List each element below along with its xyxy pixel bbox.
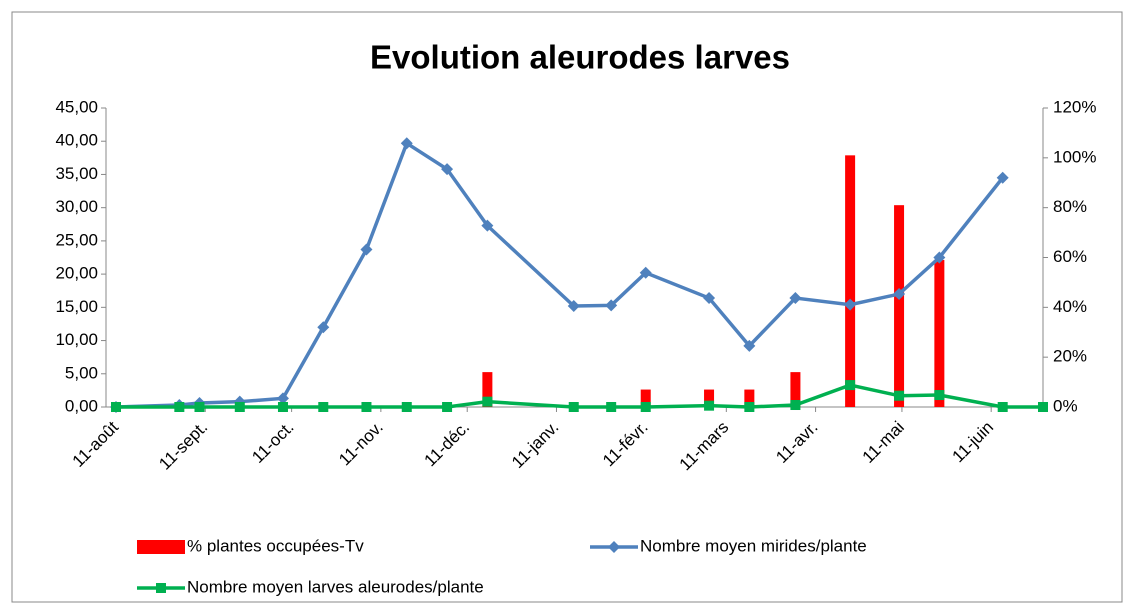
y2-tick-label: 120% [1053,97,1096,116]
point [743,339,756,352]
legend-label: Nombre moyen larves aleurodes/plante [187,577,484,596]
y-tick-label: 45,00 [55,97,98,116]
point [744,402,755,412]
y2-tick-label: 40% [1053,297,1087,316]
bar [845,155,856,407]
line [115,140,1005,409]
y2-tick-label: 20% [1053,347,1087,366]
y-tick-label: 30,00 [55,197,98,216]
y-tick-label: 10,00 [55,330,98,349]
point [1038,402,1048,412]
point [318,402,329,412]
point [111,402,121,412]
point [360,243,373,256]
chart-border [11,11,1123,603]
point [481,219,494,232]
point [194,402,205,412]
point [997,402,1008,412]
point [234,402,245,412]
bar [744,389,755,407]
y-tick-label: 15,00 [55,297,98,316]
point [276,392,289,405]
point [174,402,185,412]
point [996,171,1009,184]
point [790,400,801,411]
legend-marker [608,541,620,553]
y-tick-label: 5,00 [65,363,98,382]
point [845,380,856,391]
chart-title: Evolution aleurodes larves [370,39,790,76]
bar [894,205,905,407]
legend-swatch [137,540,185,554]
point [277,402,288,412]
point [844,298,857,311]
point [640,402,651,412]
bar [790,372,801,407]
point [400,137,413,150]
point [894,390,905,401]
bar [934,259,945,407]
point [789,292,802,305]
y-tick-label: 40,00 [55,131,98,150]
y2-tick-label: 80% [1053,197,1087,216]
legend-marker [156,583,166,593]
point [933,251,946,264]
bar [482,372,493,407]
point [704,400,715,411]
point [442,402,453,412]
y2-tick-label: 100% [1053,147,1096,166]
point [567,300,580,313]
point [401,402,412,412]
point [639,266,652,279]
point [893,288,906,301]
point [482,396,493,407]
y-tick-label: 25,00 [55,230,98,249]
legend-label: Nombre moyen mirides/plante [640,536,867,555]
y-tick-label: 20,00 [55,264,98,283]
y2-tick-label: 0% [1053,396,1078,415]
point [606,402,617,412]
legend-label: % plantes occupées-Tv [187,536,364,555]
point [934,390,945,401]
point [361,402,372,412]
point [317,321,330,334]
y-tick-label: 0,00 [65,396,98,415]
bar [704,389,715,407]
y2-tick-label: 60% [1053,247,1087,266]
point [703,292,716,305]
y-tick-label: 35,00 [55,164,98,183]
bar [640,389,651,407]
point [605,299,618,312]
point [568,402,579,412]
point [441,163,454,176]
